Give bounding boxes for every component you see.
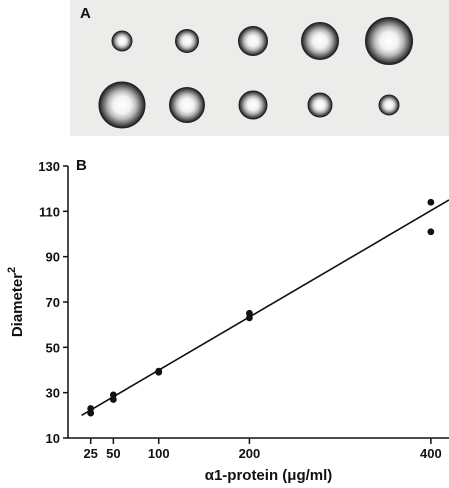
x-tick-label: 25: [83, 446, 97, 461]
well-row1-400: [365, 17, 413, 65]
well-row1-50: [175, 29, 199, 53]
data-point: [427, 228, 435, 236]
well-row2-25: [378, 94, 400, 116]
data-point: [246, 309, 253, 317]
well-row1-200: [301, 22, 339, 60]
well-row2-100: [238, 90, 268, 120]
panel-b-label: B: [76, 157, 87, 174]
data-point: [109, 391, 117, 399]
x-tick-label: 200: [239, 446, 261, 461]
well-row1-100: [238, 26, 268, 56]
panel-a-label: A: [80, 5, 91, 22]
y-axis-title-text: Diameter: [9, 273, 26, 337]
x-tick-label: 50: [106, 446, 120, 461]
y-tick-label: 50: [46, 340, 60, 355]
data-point: [427, 198, 435, 206]
y-tick-label: 10: [46, 431, 60, 446]
regression-line: [81, 199, 449, 417]
well-row2-200: [169, 87, 205, 123]
x-tick-label: 100: [148, 446, 170, 461]
data-point: [87, 405, 95, 412]
x-tick-label: 400: [420, 446, 442, 461]
y-axis-title: Diameter2: [6, 267, 26, 337]
well-row1-25: [111, 30, 133, 52]
x-axis-title: α1-protein (μg/ml): [205, 467, 333, 484]
y-tick-label: 30: [46, 386, 60, 401]
y-tick-label: 70: [46, 295, 60, 310]
y-tick-label: 110: [39, 204, 60, 219]
data-point: [155, 367, 163, 375]
panel-a-wells: [98, 17, 413, 129]
well-row2-50: [307, 92, 333, 118]
y-tick-label: 90: [46, 250, 60, 265]
well-row2-400: [98, 81, 146, 129]
y-tick-label: 130: [38, 159, 60, 174]
y-axis-title-superscript: 2: [6, 267, 18, 273]
